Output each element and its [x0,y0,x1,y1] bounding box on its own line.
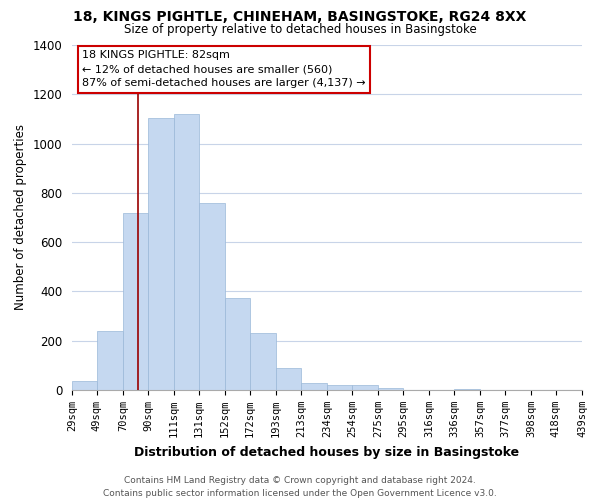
Text: Size of property relative to detached houses in Basingstoke: Size of property relative to detached ho… [124,22,476,36]
Bar [327,385,352,390]
Bar [378,388,403,390]
Text: 18, KINGS PIGHTLE, CHINEHAM, BASINGSTOKE, RG24 8XX: 18, KINGS PIGHTLE, CHINEHAM, BASINGSTOKE… [73,10,527,24]
Bar [148,118,174,390]
Bar [225,298,250,390]
Bar [276,368,301,390]
Bar [123,212,148,390]
Bar [174,114,199,390]
Text: Contains HM Land Registry data © Crown copyright and database right 2024.
Contai: Contains HM Land Registry data © Crown c… [103,476,497,498]
Bar [454,389,480,390]
Bar [72,382,97,390]
Bar [352,385,378,390]
Bar [199,202,225,390]
Bar [250,334,276,390]
Y-axis label: Number of detached properties: Number of detached properties [14,124,27,310]
Bar [301,382,327,390]
Bar [97,331,123,390]
Text: 18 KINGS PIGHTLE: 82sqm
← 12% of detached houses are smaller (560)
87% of semi-d: 18 KINGS PIGHTLE: 82sqm ← 12% of detache… [82,50,366,88]
X-axis label: Distribution of detached houses by size in Basingstoke: Distribution of detached houses by size … [134,446,520,458]
